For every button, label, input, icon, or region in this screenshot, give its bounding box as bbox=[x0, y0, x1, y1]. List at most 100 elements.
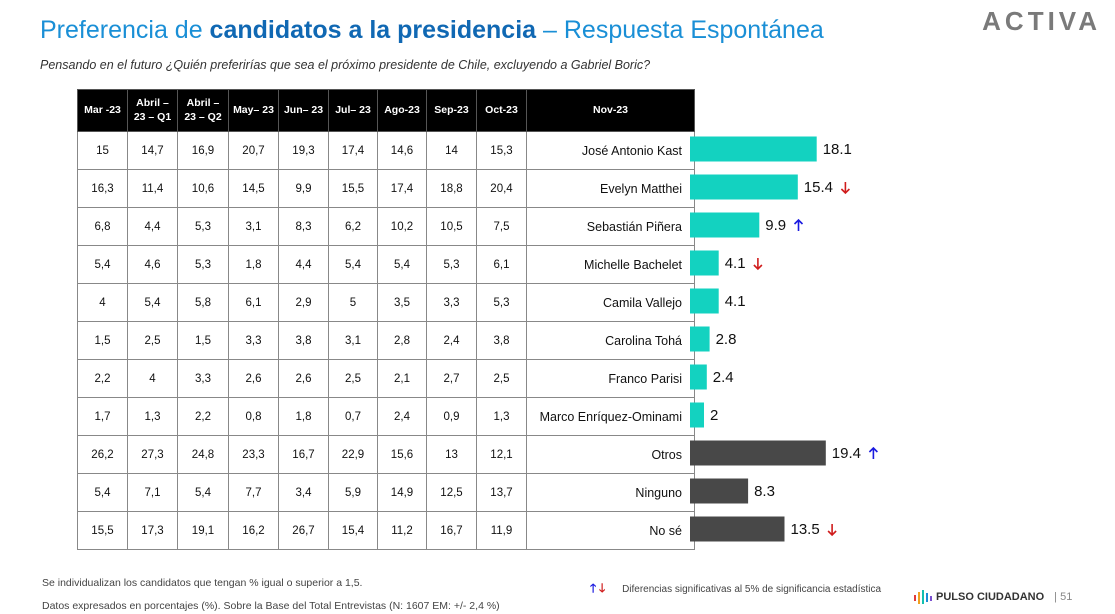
table-cell: 15,5 bbox=[328, 169, 378, 208]
table-cell: 1,8 bbox=[228, 245, 279, 284]
bar bbox=[690, 212, 760, 238]
candidate-name: Marco Enríquez-Ominami bbox=[526, 397, 695, 436]
table-row: 2,2 4 3,3 2,6 2,6 2,5 2,1 2,7 2,5 Franco Parisi bbox=[77, 359, 695, 398]
table-cell: 16,9 bbox=[177, 131, 229, 170]
table-cell: 23,3 bbox=[228, 435, 279, 474]
column-header: Nov-23 bbox=[526, 89, 695, 132]
table-cell: 5,3 bbox=[426, 245, 477, 284]
data-label: 4.1 bbox=[725, 293, 746, 310]
candidate-name: José Antonio Kast bbox=[526, 131, 695, 170]
table-cell: 2,4 bbox=[377, 397, 427, 436]
activa-logo: ACTIVA bbox=[982, 6, 1101, 36]
table-cell: 2,6 bbox=[278, 359, 329, 398]
table-cell: 2,2 bbox=[177, 397, 229, 436]
bar bbox=[690, 250, 719, 276]
table-cell: 2,9 bbox=[278, 283, 329, 322]
candidate-name: Sebastián Piñera bbox=[526, 207, 695, 246]
table-cell: 15,3 bbox=[476, 131, 527, 170]
column-header: Mar -23 bbox=[77, 89, 128, 132]
table-cell: 11,2 bbox=[377, 511, 427, 550]
table-cell: 20,7 bbox=[228, 131, 279, 170]
table-cell: 8,3 bbox=[278, 207, 329, 246]
table-row: 1,5 2,5 1,5 3,3 3,8 3,1 2,8 2,4 3,8 Carolina Tohá bbox=[77, 321, 695, 360]
data-label: 15.4 bbox=[804, 179, 833, 196]
table-row: 15 14,7 16,9 20,7 19,3 17,4 14,6 14 15,3 José Ant… bbox=[77, 131, 695, 170]
arrow-down-icon bbox=[827, 524, 837, 537]
candidate-name: Ninguno bbox=[526, 473, 695, 512]
table-body: 15 14,7 16,9 20,7 19,3 17,4 14,6 14 15,3 José Ant… bbox=[77, 131, 695, 550]
arrow-up-icon bbox=[868, 446, 878, 459]
table-cell: 6,1 bbox=[228, 283, 279, 322]
table-cell: 17,4 bbox=[328, 131, 378, 170]
column-header: May– 23 bbox=[228, 89, 279, 132]
data-label: 2.8 bbox=[716, 331, 737, 348]
column-header: Abril – 23 – Q1 bbox=[127, 89, 178, 132]
candidate-name: Michelle Bachelet bbox=[526, 245, 695, 284]
table-cell: 10,5 bbox=[426, 207, 477, 246]
table-cell: 3,1 bbox=[228, 207, 279, 246]
table-cell: 3,4 bbox=[278, 473, 329, 512]
table-row: 5,4 7,1 5,4 7,7 3,4 5,9 14,9 12,5 13,7 Ninguno bbox=[77, 473, 695, 512]
candidate-name: Carolina Tohá bbox=[526, 321, 695, 360]
table-cell: 22,9 bbox=[328, 435, 378, 474]
page-subtitle: Pensando en el futuro ¿Quién preferirías… bbox=[40, 58, 651, 72]
arrow-down-icon bbox=[840, 182, 850, 195]
table-cell: 5,4 bbox=[328, 245, 378, 284]
table-cell: 3,1 bbox=[328, 321, 378, 360]
arrow-down-icon: 🡓 bbox=[599, 581, 606, 595]
table-cell: 2,5 bbox=[476, 359, 527, 398]
table-cell: 14,6 bbox=[377, 131, 427, 170]
bar bbox=[690, 136, 817, 162]
table-cell: 5,8 bbox=[177, 283, 229, 322]
table-cell: 2,4 bbox=[426, 321, 477, 360]
table-cell: 2,7 bbox=[426, 359, 477, 398]
table-cell: 0,7 bbox=[328, 397, 378, 436]
table-cell: 5,3 bbox=[476, 283, 527, 322]
table-cell: 4,4 bbox=[127, 207, 178, 246]
table-cell: 2,8 bbox=[377, 321, 427, 360]
table-cell: 18,8 bbox=[426, 169, 477, 208]
data-label: 9.9 bbox=[765, 217, 786, 234]
column-header: Jul– 23 bbox=[328, 89, 378, 132]
table-cell: 5,9 bbox=[328, 473, 378, 512]
candidate-name: Otros bbox=[526, 435, 695, 474]
bar-chart: 18.1 15.4 9.9 4.1 4.1 2.8 2.4 2 19.4 8.3 13.5 bbox=[690, 136, 878, 542]
history-table: Mar -23 Abril – 23 – Q1 Abril – 23 – Q2 May… bbox=[77, 89, 695, 550]
table-cell: 26,7 bbox=[278, 511, 329, 550]
candidate-name: Franco Parisi bbox=[526, 359, 695, 398]
table-cell: 3,3 bbox=[177, 359, 229, 398]
candidate-name: Camila Vallejo bbox=[526, 283, 695, 322]
table-cell: 0,9 bbox=[426, 397, 477, 436]
candidate-name: Evelyn Matthei bbox=[526, 169, 695, 208]
arrow-up-icon: 🡑 bbox=[590, 581, 597, 595]
table-cell: 3,5 bbox=[377, 283, 427, 322]
footnote-criteria: Se individualizan los candidatos que ten… bbox=[42, 577, 363, 589]
column-header: Ago-23 bbox=[377, 89, 427, 132]
table-cell: 2,6 bbox=[228, 359, 279, 398]
table-cell: 1,3 bbox=[127, 397, 178, 436]
table-cell: 5,4 bbox=[77, 473, 128, 512]
table-cell: 10,6 bbox=[177, 169, 229, 208]
data-label: 2 bbox=[710, 407, 718, 424]
data-label: 8.3 bbox=[754, 483, 775, 500]
table-row: 5,4 4,6 5,3 1,8 4,4 5,4 5,4 5,3 6,1 Michelle Bach… bbox=[77, 245, 695, 284]
table-cell: 6,8 bbox=[77, 207, 128, 246]
pulse-bars-icon bbox=[914, 590, 932, 604]
table-cell: 16,3 bbox=[77, 169, 128, 208]
data-label: 13.5 bbox=[791, 521, 820, 538]
table-cell: 17,3 bbox=[127, 511, 178, 550]
legend-text: Diferencias significativas al 5% de sign… bbox=[622, 584, 882, 595]
table-cell: 16,7 bbox=[426, 511, 477, 550]
table-cell: 2,5 bbox=[328, 359, 378, 398]
table-cell: 16,7 bbox=[278, 435, 329, 474]
footnote-base: Datos expresados en porcentajes (%). Sob… bbox=[42, 600, 500, 612]
table-cell: 16,2 bbox=[228, 511, 279, 550]
data-label: 18.1 bbox=[823, 141, 852, 158]
table-cell: 5,3 bbox=[177, 245, 229, 284]
column-header: Sep-23 bbox=[426, 89, 477, 132]
table-cell: 1,5 bbox=[77, 321, 128, 360]
table-row: 4 5,4 5,8 6,1 2,9 5 3,5 3,3 5,3 Camila Vallejo bbox=[77, 283, 695, 322]
significance-legend: 🡑 🡓 Diferencias significativas al 5% de … bbox=[590, 579, 881, 600]
table-cell: 15,4 bbox=[328, 511, 378, 550]
arrow-down-icon bbox=[753, 258, 763, 271]
